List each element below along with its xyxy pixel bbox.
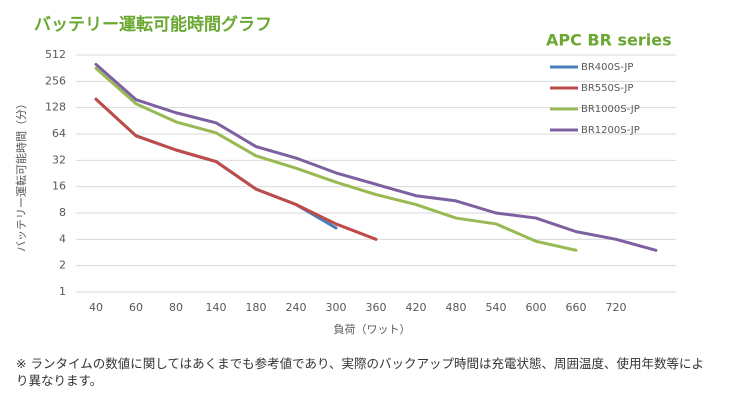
- x-tick-label: 480: [446, 301, 467, 314]
- x-tick-label: 40: [89, 301, 103, 314]
- x-axis-label: 負荷（ワット）: [334, 323, 411, 336]
- legend-label: BR1000S-JP: [581, 104, 640, 115]
- y-tick-label: 1: [59, 285, 66, 298]
- x-tick-label: 300: [326, 301, 347, 314]
- y-axis-label: バッテリー運転可能時間（分）: [14, 98, 28, 252]
- x-tick-label: 80: [169, 301, 183, 314]
- chart: バッテリー運転可能時間グラフ APC BR series バッテリー運転可能時間…: [14, 14, 676, 336]
- x-tick-label: 600: [526, 301, 547, 314]
- x-tick-label: 240: [286, 301, 307, 314]
- legend-label: BR550S-JP: [581, 83, 633, 94]
- y-tick-label: 256: [45, 74, 66, 87]
- y-tick-label: 8: [59, 206, 66, 219]
- y-tick-label: 128: [45, 101, 66, 114]
- y-tick-label: 16: [52, 180, 66, 193]
- series-line: [94, 97, 378, 241]
- x-tick-label: 540: [486, 301, 507, 314]
- x-tick-label: 180: [246, 301, 267, 314]
- chart-subtitle: APC BR series: [546, 31, 672, 50]
- y-tick-label: 2: [59, 259, 66, 272]
- x-tick-label: 60: [129, 301, 143, 314]
- x-tick-label: 360: [366, 301, 387, 314]
- chart-title: バッテリー運転可能時間グラフ: [34, 14, 272, 35]
- legend-label: BR400S-JP: [581, 62, 633, 73]
- y-tick-label: 32: [52, 153, 66, 166]
- series-line: [94, 66, 578, 252]
- x-tick-label: 420: [406, 301, 427, 314]
- y-tick-label: 4: [59, 232, 66, 245]
- series-line: [94, 62, 658, 252]
- x-tick-label: 720: [606, 301, 627, 314]
- footnote: ※ ランタイムの数値に関してはあくまでも参考値であり、実際のバックアップ時間は充…: [16, 356, 704, 388]
- y-tick-label: 512: [45, 48, 66, 61]
- series-line: [94, 97, 338, 230]
- x-tick-label: 660: [566, 301, 587, 314]
- legend-label: BR1200S-JP: [581, 125, 640, 136]
- y-tick-label: 64: [52, 127, 66, 140]
- x-tick-label: 140: [206, 301, 227, 314]
